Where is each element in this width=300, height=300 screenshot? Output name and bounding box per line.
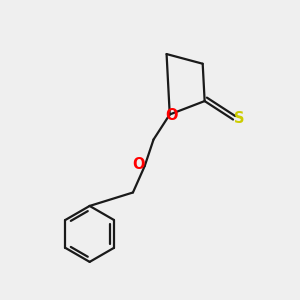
Text: O: O: [165, 108, 178, 123]
Text: O: O: [132, 157, 145, 172]
Text: S: S: [234, 111, 245, 126]
